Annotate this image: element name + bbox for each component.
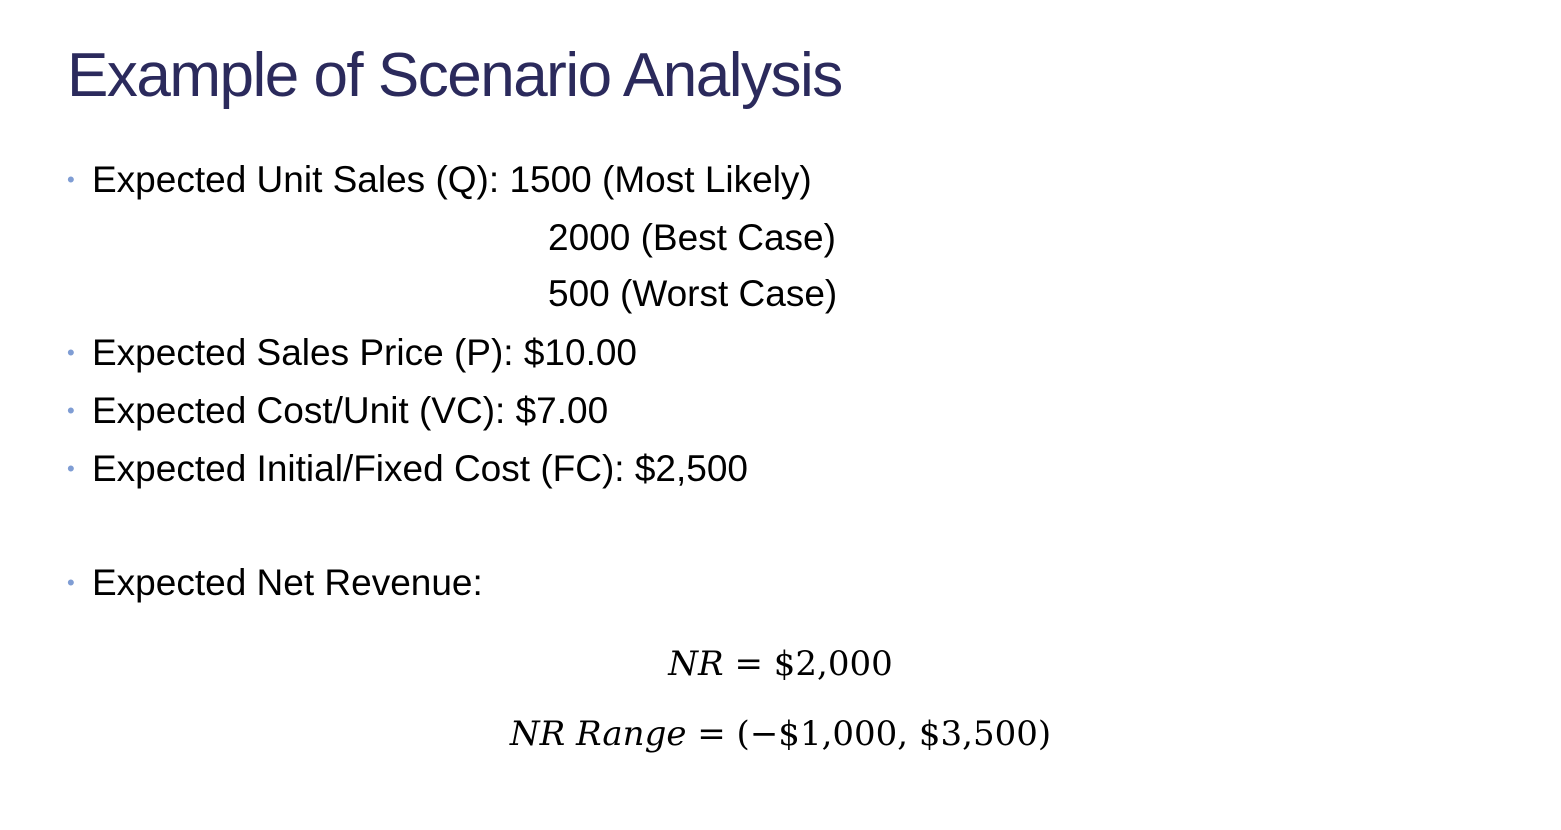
nr-equation: NR = $2,000 — [0, 642, 1561, 686]
bullet-dot-icon: • — [67, 340, 75, 365]
bullet-dot-icon: • — [67, 398, 75, 423]
nr-range-equation: NR Range = (−$1,000, $3,500) — [0, 712, 1561, 756]
bullet-dot-icon: • — [67, 167, 75, 192]
bullet-dot-icon: • — [67, 570, 75, 595]
nr-range-lhs: NR Range — [509, 714, 687, 754]
nr-equation-rhs: = $2,000 — [723, 644, 893, 684]
unit-sales-text: Expected Unit Sales (Q): 1500 (Most Like… — [92, 159, 812, 200]
net-revenue-text: Expected Net Revenue: — [92, 562, 483, 603]
worst-case-text: 500 (Worst Case) — [548, 273, 838, 314]
slide-title: Example of Scenario Analysis — [67, 41, 843, 110]
fixed-cost-text: Expected Initial/Fixed Cost (FC): $2,500 — [92, 448, 749, 489]
sales-price-text: Expected Sales Price (P): $10.00 — [92, 332, 638, 373]
nr-range-rhs: = (−$1,000, $3,500) — [686, 714, 1052, 754]
bullet-dot-icon: • — [67, 456, 75, 481]
best-case-text: 2000 (Best Case) — [548, 217, 836, 258]
nr-equation-lhs: NR — [668, 644, 724, 684]
cost-per-unit-text: Expected Cost/Unit (VC): $7.00 — [92, 390, 609, 431]
